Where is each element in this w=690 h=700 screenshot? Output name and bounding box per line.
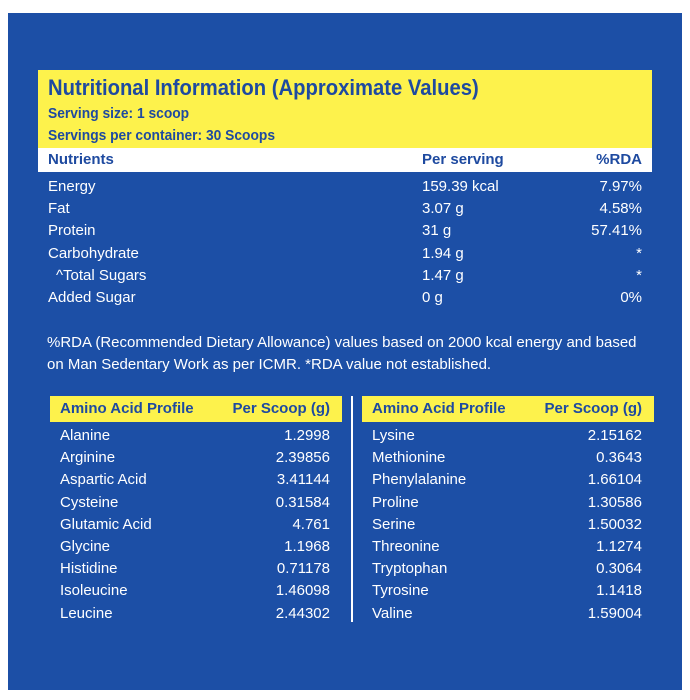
- amino-value: 0.3643: [596, 449, 642, 467]
- table-row: Tryptophan 0.3064: [362, 558, 654, 580]
- amino-value: 2.15162: [587, 427, 642, 444]
- nutrient-per-serving: 159.39 kcal: [422, 178, 499, 195]
- table-row: Isoleucine 1.46098: [50, 580, 342, 602]
- amino-value: 1.50032: [587, 515, 642, 533]
- amino-name: Leucine: [60, 604, 113, 622]
- amino-value: 2.44302: [275, 604, 330, 622]
- table-row: Glycine 1.1968: [50, 536, 342, 558]
- amino-value: 4.761: [292, 515, 330, 533]
- col-nutrients: Nutrients: [48, 151, 114, 168]
- col-rda: %RDA: [596, 151, 642, 168]
- amino-name: Methionine: [372, 449, 446, 467]
- column-divider: [351, 396, 353, 622]
- amino-value: 1.46098: [275, 582, 330, 600]
- amino-name: Tyrosine: [372, 582, 429, 600]
- amino-left-header: Amino Acid Profile Per Scoop (g): [50, 396, 342, 422]
- table-row: Methionine 0.3643: [362, 447, 654, 469]
- amino-value: 1.30586: [587, 493, 642, 511]
- table-row: Fat 3.07 g 4.58%: [38, 198, 652, 220]
- amino-name: Aspartic Acid: [60, 471, 147, 489]
- nutrient-rda: *: [636, 266, 642, 284]
- amino-right-table: Lysine 2.15162 Methionine 0.3643 Phenylala…: [362, 425, 654, 625]
- amino-name: Proline: [372, 493, 419, 511]
- nutrient-rda: 7.97%: [599, 178, 642, 195]
- table-row: Tyrosine 1.1418: [362, 580, 654, 602]
- table-row: Glutamic Acid 4.761: [50, 514, 342, 536]
- rda-footnote: %RDA (Recommended Dietary Allowance) val…: [47, 334, 637, 373]
- amino-name: Phenylalanine: [372, 471, 467, 489]
- amino-name: Glycine: [60, 537, 111, 555]
- table-row: Arginine 2.39856: [50, 447, 342, 469]
- nutrient-rda: *: [636, 244, 642, 262]
- amino-name: Serine: [372, 515, 416, 533]
- amino-left-table: Alanine 1.2998 Arginine 2.39856 Aspartic A…: [50, 425, 342, 625]
- nutrient-per-serving: 0 g: [422, 288, 443, 306]
- table-row: Valine 1.59004: [362, 603, 654, 625]
- amino-name: Histidine: [60, 560, 118, 578]
- amino-value: 3.41144: [276, 471, 330, 489]
- table-row: Carbohydrate 1.94 g *: [38, 243, 652, 265]
- serving-size: Serving size: 1 scoop: [48, 105, 190, 122]
- nutrient-name: Energy: [48, 178, 96, 195]
- nutrient-per-serving: 31 g: [422, 222, 452, 240]
- nutrient-name: Added Sugar: [48, 288, 136, 306]
- amino-value: 0.3064: [596, 560, 642, 578]
- col-per-serving: Per serving: [422, 151, 504, 168]
- table-row: Serine 1.50032: [362, 514, 654, 536]
- amino-value: 0.71178: [276, 560, 330, 578]
- nutrient-name: Fat: [48, 200, 70, 218]
- table-row: Aspartic Acid 3.41144: [50, 469, 342, 491]
- page-title: Nutritional Information (Approximate Val…: [48, 75, 479, 100]
- amino-value: 1.2998: [284, 427, 330, 444]
- amino-value: 2.39856: [275, 449, 330, 467]
- servings-per-container: Servings per container: 30 Scoops: [48, 127, 276, 144]
- table-row: Cysteine 0.31584: [50, 492, 342, 514]
- nutrient-name: Carbohydrate: [48, 244, 139, 262]
- amino-name: Alanine: [60, 427, 111, 444]
- amino-name: Isoleucine: [60, 582, 128, 600]
- amino-right-header: Amino Acid Profile Per Scoop (g): [362, 396, 654, 422]
- nutrients-table: Energy 159.39 kcal 7.97% Fat 3.07 g 4.58…: [38, 176, 652, 309]
- amino-value: 1.59004: [587, 604, 642, 622]
- amino-value: 1.1968: [284, 537, 330, 555]
- table-row: Protein 31 g 57.41%: [38, 220, 652, 242]
- amino-name: Glutamic Acid: [60, 515, 152, 533]
- table-row: Leucine 2.44302: [50, 603, 342, 625]
- amino-value: 0.31584: [275, 493, 330, 511]
- nutrient-per-serving: 3.07 g: [422, 200, 464, 218]
- amino-col-name: Amino Acid Profile: [372, 400, 506, 417]
- amino-name: Threonine: [372, 537, 440, 555]
- nutrient-name: ^Total Sugars: [56, 266, 147, 284]
- table-row: Phenylalanine 1.66104: [362, 469, 654, 491]
- amino-value: 1.1274: [596, 537, 642, 555]
- amino-name: Cysteine: [60, 493, 119, 511]
- amino-name: Lysine: [372, 427, 415, 444]
- table-row: Energy 159.39 kcal 7.97%: [38, 176, 652, 198]
- table-row: Lysine 2.15162: [362, 425, 654, 447]
- amino-name: Arginine: [60, 449, 116, 467]
- amino-value: 1.1418: [596, 582, 642, 600]
- table-row: ^Total Sugars 1.47 g *: [38, 265, 652, 287]
- table-row: Histidine 0.71178: [50, 558, 342, 580]
- amino-value: 1.66104: [587, 471, 642, 489]
- nutrients-table-header: Nutrients Per serving %RDA: [38, 148, 652, 172]
- table-row: Proline 1.30586: [362, 492, 654, 514]
- amino-name: Tryptophan: [372, 560, 448, 578]
- nutrition-header: Nutritional Information (Approximate Val…: [38, 70, 652, 148]
- amino-name: Valine: [372, 604, 413, 622]
- nutrient-name: Protein: [48, 222, 96, 240]
- table-row: Added Sugar 0 g 0%: [38, 287, 652, 309]
- amino-col-value: Per Scoop (g): [544, 400, 642, 417]
- table-row: Threonine 1.1274: [362, 536, 654, 558]
- nutrient-per-serving: 1.47 g: [422, 266, 464, 284]
- amino-col-value: Per Scoop (g): [232, 400, 330, 417]
- nutrient-rda: 0%: [620, 288, 642, 306]
- nutrient-per-serving: 1.94 g: [422, 244, 464, 262]
- nutrient-rda: 57.41%: [591, 222, 642, 240]
- table-row: Alanine 1.2998: [50, 425, 342, 447]
- nutrient-rda: 4.58%: [599, 200, 642, 218]
- amino-col-name: Amino Acid Profile: [60, 400, 194, 417]
